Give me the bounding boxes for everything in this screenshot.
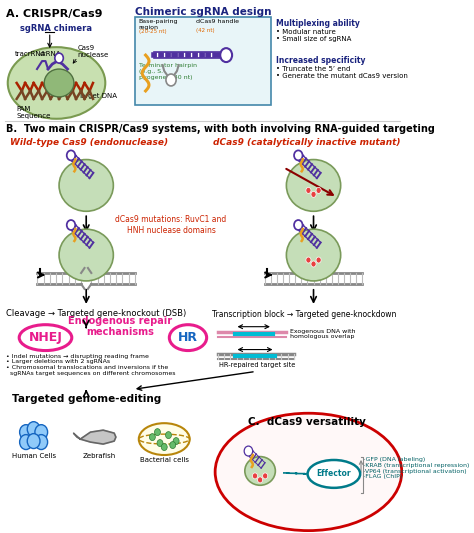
Circle shape: [257, 477, 263, 483]
Ellipse shape: [8, 47, 105, 119]
Circle shape: [67, 150, 75, 160]
Circle shape: [220, 48, 232, 62]
Circle shape: [244, 446, 253, 456]
Ellipse shape: [215, 413, 402, 531]
Text: B.  Two main CRISPR/Cas9 systems, with both involving RNA-guided targeting: B. Two main CRISPR/Cas9 systems, with bo…: [7, 124, 435, 134]
Text: sgRNA chimera: sgRNA chimera: [20, 25, 92, 33]
Text: Targeted genome-editing: Targeted genome-editing: [11, 394, 161, 405]
Polygon shape: [73, 433, 80, 439]
Circle shape: [161, 443, 167, 450]
Text: A. CRISPR/Cas9: A. CRISPR/Cas9: [7, 10, 103, 19]
Text: Chimeric sgRNA design: Chimeric sgRNA design: [135, 7, 272, 18]
Circle shape: [253, 473, 257, 479]
Circle shape: [157, 440, 163, 447]
Text: Exogenous DNA with
homologous overlap: Exogenous DNA with homologous overlap: [290, 329, 356, 340]
Circle shape: [27, 434, 40, 449]
Text: PAM
Sequence: PAM Sequence: [17, 106, 51, 119]
Circle shape: [67, 220, 75, 230]
Circle shape: [306, 188, 311, 193]
Text: Human Cells: Human Cells: [11, 453, 55, 459]
Text: Target DNA: Target DNA: [78, 93, 117, 99]
Circle shape: [27, 422, 40, 437]
Text: Zebrafish: Zebrafish: [82, 453, 116, 459]
Ellipse shape: [59, 229, 113, 281]
Circle shape: [263, 473, 268, 479]
Text: Transcription block → Targeted gene-knockdown: Transcription block → Targeted gene-knoc…: [212, 310, 396, 319]
Circle shape: [316, 188, 321, 193]
Ellipse shape: [139, 423, 190, 455]
FancyBboxPatch shape: [136, 17, 271, 105]
Text: C.  dCas9 versatility: C. dCas9 versatility: [248, 417, 365, 427]
Text: HR: HR: [178, 331, 198, 344]
Text: Wild-type Cas9 (endonuclease): Wild-type Cas9 (endonuclease): [10, 138, 168, 147]
Ellipse shape: [286, 159, 341, 211]
Text: dCas9 handle: dCas9 handle: [197, 19, 239, 25]
Circle shape: [55, 53, 64, 63]
Text: • Modular nature
• Small size of sgRNA: • Modular nature • Small size of sgRNA: [276, 29, 352, 42]
Circle shape: [311, 261, 316, 267]
Text: • Truncate the 5’ end
• Generate the mutant dCas9 version: • Truncate the 5’ end • Generate the mut…: [276, 66, 408, 79]
Ellipse shape: [59, 159, 113, 211]
Text: Cleavage → Targeted gene-knockout (DSB): Cleavage → Targeted gene-knockout (DSB): [7, 309, 187, 318]
Circle shape: [149, 434, 155, 441]
Circle shape: [316, 257, 321, 263]
Text: Cas9
nuclease: Cas9 nuclease: [78, 45, 109, 58]
Text: dCas9 (catalytically inactive mutant): dCas9 (catalytically inactive mutant): [213, 138, 401, 147]
Circle shape: [170, 441, 176, 449]
Polygon shape: [80, 430, 116, 444]
Text: -GFP (DNA labeling)
-KRAB (transcriptional repression)
-VP64 (transcriptional ac: -GFP (DNA labeling) -KRAB (transcription…: [363, 457, 469, 479]
Circle shape: [173, 438, 179, 445]
Circle shape: [311, 191, 316, 197]
Ellipse shape: [44, 69, 74, 97]
Text: tracrRNA: tracrRNA: [15, 51, 46, 57]
Circle shape: [19, 434, 32, 449]
Circle shape: [294, 150, 302, 160]
Circle shape: [35, 425, 47, 440]
Text: (20-25 nt): (20-25 nt): [139, 29, 166, 34]
Circle shape: [155, 429, 160, 435]
Text: NHEJ: NHEJ: [28, 331, 63, 344]
Text: Terminator hairpin
(e.g., S.
pyogenes: 40 nt): Terminator hairpin (e.g., S. pyogenes: 4…: [139, 63, 197, 79]
Text: Base-pairing
region: Base-pairing region: [139, 19, 178, 30]
Ellipse shape: [245, 457, 275, 485]
Ellipse shape: [169, 325, 207, 351]
Text: Endogenous repair
mechanisms: Endogenous repair mechanisms: [68, 316, 172, 337]
Text: • Indel mutations → disrupting reading frame
• Larger deletions with 2 sgRNAs
• : • Indel mutations → disrupting reading f…: [6, 353, 175, 376]
Text: Increased specificity: Increased specificity: [276, 56, 366, 65]
Text: dCas9 mutations: RuvC1 and
HNH nuclease domains: dCas9 mutations: RuvC1 and HNH nuclease …: [115, 215, 227, 235]
Ellipse shape: [286, 229, 341, 281]
Text: Multiplexing ability: Multiplexing ability: [276, 19, 360, 28]
Ellipse shape: [308, 460, 360, 488]
Circle shape: [19, 425, 32, 440]
Circle shape: [165, 432, 172, 439]
Ellipse shape: [19, 325, 72, 351]
Text: Bacterial cells: Bacterial cells: [140, 457, 189, 463]
Text: (42 nt): (42 nt): [197, 28, 215, 33]
Circle shape: [294, 220, 302, 230]
Text: HR-repaired target site: HR-repaired target site: [219, 361, 296, 367]
Text: crRNA: crRNA: [39, 51, 61, 57]
Circle shape: [166, 74, 176, 86]
Circle shape: [306, 257, 311, 263]
Circle shape: [35, 434, 47, 449]
Text: Effector: Effector: [317, 470, 351, 479]
